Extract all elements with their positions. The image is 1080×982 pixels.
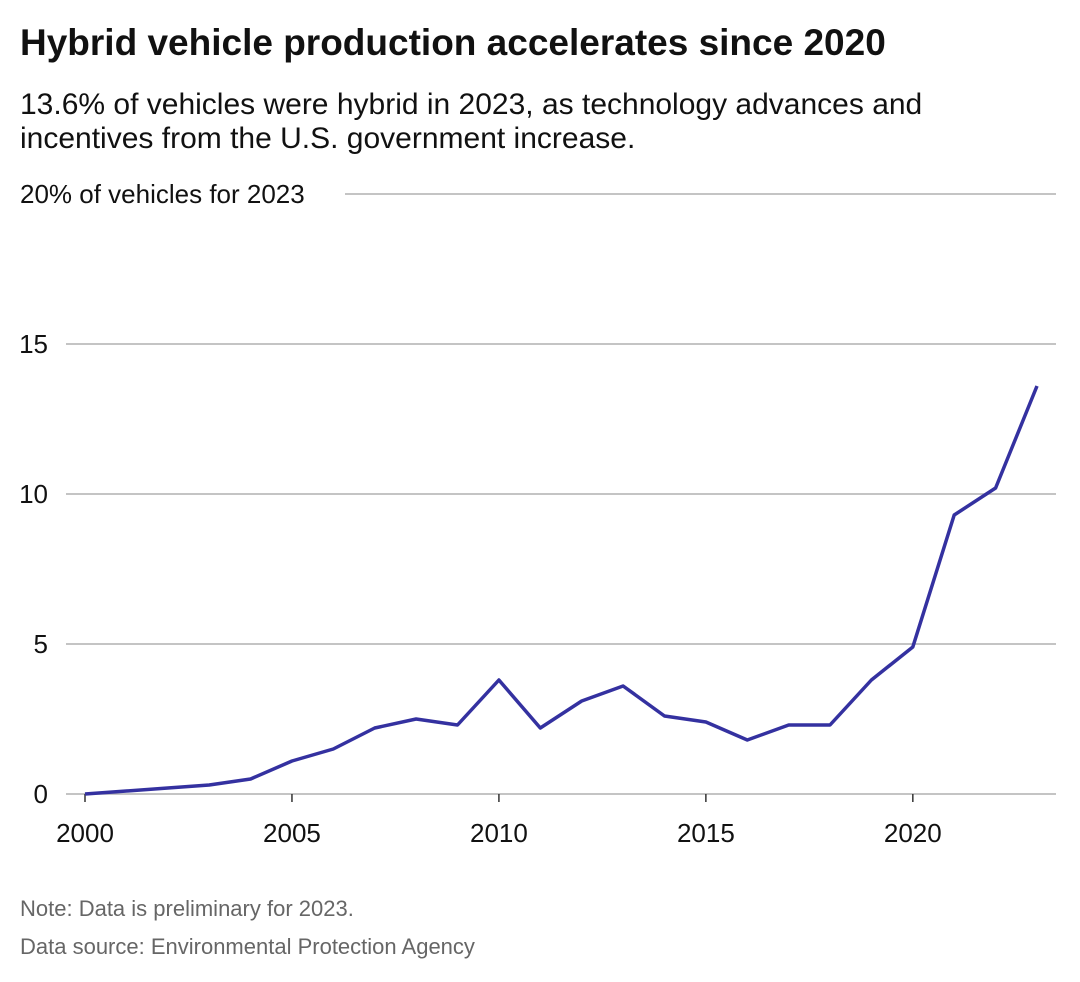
y-tick-label: 10 [19, 479, 48, 509]
x-tick-label: 2000 [56, 818, 114, 848]
series-line [84, 385, 1039, 796]
y-tick-label: 0 [34, 779, 48, 809]
chart-title: Hybrid vehicle production accelerates si… [20, 22, 886, 63]
y-tick-label: 15 [19, 329, 48, 359]
chart-subtitle: 13.6% of vehicles were hybrid in 2023, a… [20, 88, 923, 155]
chart-note: Note: Data is preliminary for 2023. [20, 896, 354, 921]
line-chart: 0 5 10 15 20% of vehicles for 2023 2000 2005 20… [19, 179, 1056, 848]
x-tick-label: 2020 [884, 818, 942, 848]
y-tick-label: 20% of vehicles for 2023 [20, 179, 305, 209]
x-tick-label: 2010 [470, 818, 528, 848]
chart-source: Data source: Environmental Protection Ag… [20, 934, 475, 959]
x-tick-label: 2015 [677, 818, 735, 848]
y-tick-label: 5 [34, 629, 48, 659]
x-tick-label: 2005 [263, 818, 321, 848]
